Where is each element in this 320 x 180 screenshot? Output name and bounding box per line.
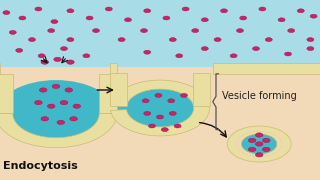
FancyBboxPatch shape <box>0 0 320 70</box>
Text: Vesicle forming: Vesicle forming <box>222 91 297 101</box>
Circle shape <box>70 117 77 121</box>
Circle shape <box>255 153 263 157</box>
Circle shape <box>9 30 16 34</box>
Circle shape <box>124 18 132 22</box>
Circle shape <box>38 54 45 58</box>
Circle shape <box>262 147 270 152</box>
Circle shape <box>220 9 228 13</box>
Circle shape <box>169 38 176 42</box>
Circle shape <box>47 104 55 108</box>
Circle shape <box>156 115 164 119</box>
Circle shape <box>242 134 277 154</box>
Polygon shape <box>99 74 117 113</box>
Circle shape <box>236 29 244 33</box>
Circle shape <box>288 29 295 33</box>
Circle shape <box>144 50 151 54</box>
Circle shape <box>57 120 65 125</box>
Circle shape <box>174 124 181 128</box>
Circle shape <box>262 138 270 143</box>
Circle shape <box>41 117 49 121</box>
Circle shape <box>54 57 61 62</box>
Circle shape <box>60 47 68 51</box>
Circle shape <box>51 20 58 24</box>
Circle shape <box>255 142 263 146</box>
Circle shape <box>67 38 74 42</box>
Circle shape <box>86 16 93 20</box>
Circle shape <box>310 14 317 18</box>
Circle shape <box>73 104 81 108</box>
Circle shape <box>35 7 42 11</box>
Polygon shape <box>0 74 13 113</box>
Circle shape <box>144 9 151 13</box>
Polygon shape <box>0 113 117 148</box>
Circle shape <box>201 18 208 22</box>
FancyBboxPatch shape <box>0 67 320 180</box>
Circle shape <box>118 38 125 42</box>
Circle shape <box>148 124 156 128</box>
Circle shape <box>155 93 162 97</box>
Circle shape <box>278 18 285 22</box>
Circle shape <box>176 54 183 58</box>
Circle shape <box>182 7 189 11</box>
Circle shape <box>39 88 47 92</box>
Circle shape <box>142 99 149 103</box>
Circle shape <box>112 81 208 135</box>
Circle shape <box>259 7 266 11</box>
Circle shape <box>163 16 170 20</box>
Circle shape <box>67 9 74 13</box>
Circle shape <box>41 60 49 64</box>
Circle shape <box>65 88 73 92</box>
Circle shape <box>265 38 272 42</box>
Circle shape <box>227 126 291 162</box>
Circle shape <box>242 134 277 154</box>
Polygon shape <box>213 63 320 74</box>
Circle shape <box>284 52 292 56</box>
Circle shape <box>180 93 188 97</box>
Circle shape <box>239 133 279 155</box>
Circle shape <box>161 128 168 132</box>
Text: Endocytosis: Endocytosis <box>3 161 78 171</box>
Circle shape <box>230 54 237 58</box>
Circle shape <box>144 111 151 115</box>
Circle shape <box>60 100 68 105</box>
Circle shape <box>248 138 256 143</box>
Circle shape <box>105 7 112 11</box>
Circle shape <box>67 60 74 64</box>
Circle shape <box>140 29 148 33</box>
Circle shape <box>192 29 199 33</box>
Polygon shape <box>110 73 127 106</box>
Circle shape <box>201 47 208 51</box>
Circle shape <box>307 38 314 42</box>
Polygon shape <box>111 80 210 136</box>
Circle shape <box>307 47 314 51</box>
Circle shape <box>35 100 42 105</box>
Circle shape <box>0 80 115 147</box>
Circle shape <box>169 111 176 115</box>
Circle shape <box>92 29 100 33</box>
Circle shape <box>252 47 260 51</box>
Circle shape <box>28 38 36 42</box>
Polygon shape <box>110 63 117 74</box>
Circle shape <box>168 99 175 103</box>
Circle shape <box>48 29 55 33</box>
Circle shape <box>52 84 60 89</box>
Circle shape <box>3 11 10 15</box>
Circle shape <box>235 130 283 158</box>
Circle shape <box>297 9 304 13</box>
Polygon shape <box>193 73 210 106</box>
Circle shape <box>83 54 90 58</box>
Circle shape <box>214 38 221 42</box>
Circle shape <box>248 147 256 152</box>
Circle shape <box>240 16 247 20</box>
Circle shape <box>255 133 263 137</box>
Circle shape <box>16 48 23 52</box>
Circle shape <box>19 16 26 20</box>
